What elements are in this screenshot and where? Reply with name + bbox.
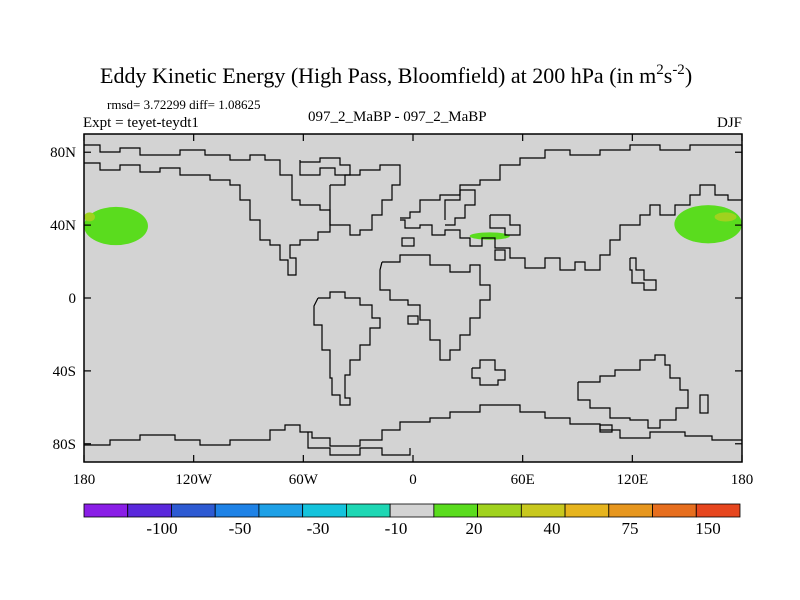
stats-label: rmsd= 3.72299 diff= 1.08625 xyxy=(107,97,260,112)
colorbar-label: -50 xyxy=(229,519,252,538)
continent-outlines xyxy=(84,144,743,456)
antarctica-outline xyxy=(84,404,742,447)
colorbar-swatch xyxy=(564,503,610,518)
x-tick-label: 120W xyxy=(175,472,213,488)
caspian-outline xyxy=(489,214,521,236)
region-north-pacific-west-core xyxy=(714,212,737,222)
colorbar xyxy=(83,503,741,518)
colorbar-swatch xyxy=(345,503,391,518)
colorbar-label: 40 xyxy=(544,519,561,538)
new-zealand-outline xyxy=(699,394,709,414)
region-north-pacific-east-jet xyxy=(84,206,148,246)
colorbar-swatch xyxy=(520,503,566,518)
colorbar-swatch xyxy=(652,503,697,518)
colorbar-label: 150 xyxy=(695,519,721,538)
colorbar-labels: -100 -50 -30 -10 20 40 75 150 xyxy=(146,519,720,538)
colorbar-swatch xyxy=(214,503,260,518)
y-tick-label: 40S xyxy=(53,364,76,380)
y-axis: 80N 40N 0 40S 80S xyxy=(50,145,742,453)
colorbar-swatch xyxy=(127,503,172,518)
y-tick-label: 80S xyxy=(53,437,76,453)
colorbar-label: -100 xyxy=(146,519,177,538)
eurasia-outline xyxy=(400,144,743,271)
y-tick-label: 40N xyxy=(50,218,76,234)
gulf-guinea-outline xyxy=(407,315,419,325)
japan-outline xyxy=(629,257,657,291)
x-tick-label: 180 xyxy=(731,472,754,488)
subtitle-label: 097_2_MaBP - 097_2_MaBP xyxy=(308,109,487,125)
colorbar-swatch xyxy=(477,503,522,518)
colorbar-label: 20 xyxy=(466,519,483,538)
uk-outline xyxy=(401,237,415,247)
experiment-label: Expt = teyet-teydt1 xyxy=(83,115,199,131)
chart-title: Eddy Kinetic Energy (High Pass, Bloomfie… xyxy=(100,62,692,88)
region-north-pacific-west-jet xyxy=(674,205,742,244)
map-plot-area xyxy=(83,133,743,463)
africa-outline xyxy=(379,254,491,361)
arabia-outline xyxy=(494,249,506,261)
madagascar-outline xyxy=(471,359,506,386)
south-america-outline xyxy=(313,291,381,406)
region-mediterranean-patch xyxy=(469,232,510,240)
colorbar-swatch xyxy=(695,503,741,518)
australia-outline xyxy=(577,354,689,429)
colorbar-swatch xyxy=(171,503,216,518)
greenland-outline xyxy=(329,164,401,236)
y-tick-label: 80N xyxy=(50,145,76,161)
region-north-pacific-east-core xyxy=(84,212,95,222)
colorbar-swatch xyxy=(258,503,304,518)
colorbar-swatch xyxy=(83,503,129,518)
x-tick-label: 0 xyxy=(409,472,417,488)
map-background xyxy=(84,134,742,462)
energy-regions xyxy=(84,205,742,246)
colorbar-swatch xyxy=(433,503,479,518)
x-tick-label: 60E xyxy=(511,472,535,488)
colorbar-swatch xyxy=(608,503,653,518)
x-tick-label: 60W xyxy=(289,472,319,488)
x-tick-label: 120E xyxy=(616,472,648,488)
north-america-outline xyxy=(84,144,331,276)
colorbar-swatch xyxy=(389,503,435,518)
scandinavia-outline xyxy=(444,189,476,226)
antarctic-peninsula-outline xyxy=(307,432,411,456)
colorbar-label: -30 xyxy=(307,519,330,538)
season-label: DJF xyxy=(717,115,742,131)
colorbar-swatch xyxy=(302,503,347,518)
x-tick-label: 180 xyxy=(73,472,96,488)
y-tick-label: 0 xyxy=(69,291,77,307)
colorbar-label: -10 xyxy=(385,519,408,538)
x-axis: 180 120W 60W 0 60E 120E 180 xyxy=(73,134,754,488)
colorbar-label: 75 xyxy=(622,519,639,538)
